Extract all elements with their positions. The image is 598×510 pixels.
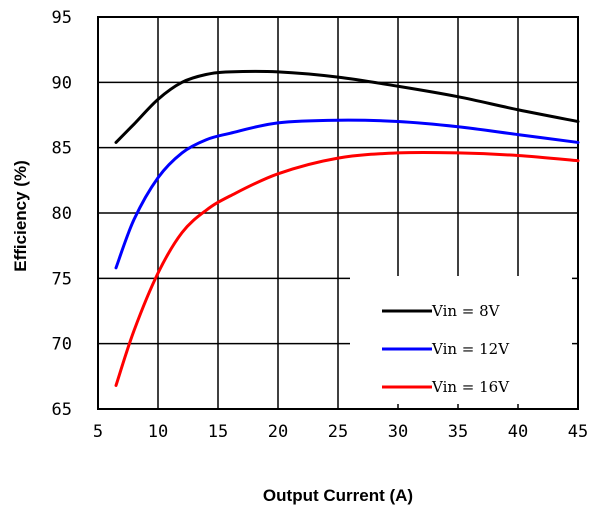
grid bbox=[98, 17, 578, 409]
y-tick-labels: 65 70 75 80 85 90 95 bbox=[52, 8, 72, 420]
series-line bbox=[114, 69, 580, 144]
x-axis-title: Output Current (A) bbox=[263, 486, 413, 505]
series-lines bbox=[114, 69, 580, 387]
legend-box bbox=[350, 276, 572, 404]
x-tick-label: 20 bbox=[268, 422, 288, 442]
y-tick-label: 65 bbox=[52, 400, 72, 420]
x-tick-label: 30 bbox=[388, 422, 408, 442]
legend: Vin = 8V Vin = 12V Vin = 16V bbox=[350, 276, 572, 404]
x-tick-label: 40 bbox=[508, 422, 528, 442]
x-tick-label: 35 bbox=[448, 422, 468, 442]
legend-label: Vin = 16V bbox=[431, 378, 510, 396]
y-tick-label: 80 bbox=[52, 204, 72, 224]
legend-label: Vin = 8V bbox=[431, 302, 501, 320]
x-tick-label: 25 bbox=[328, 422, 348, 442]
y-tick-label: 85 bbox=[52, 139, 72, 159]
legend-label: Vin = 12V bbox=[431, 340, 510, 358]
x-tick-labels: 5 10 15 20 25 30 35 40 45 bbox=[93, 422, 588, 442]
y-tick-label: 95 bbox=[52, 8, 72, 28]
x-tick-label: 5 bbox=[93, 422, 103, 442]
series-line bbox=[114, 150, 580, 387]
x-tick-label: 10 bbox=[148, 422, 168, 442]
series-line bbox=[114, 118, 580, 270]
y-tick-label: 90 bbox=[52, 73, 72, 93]
x-tick-label: 45 bbox=[568, 422, 588, 442]
y-tick-label: 70 bbox=[52, 335, 72, 355]
y-axis-title: Efficiency (%) bbox=[11, 160, 30, 271]
y-tick-label: 75 bbox=[52, 269, 72, 289]
plot-frame bbox=[97, 16, 579, 410]
x-tick-label: 15 bbox=[208, 422, 228, 442]
